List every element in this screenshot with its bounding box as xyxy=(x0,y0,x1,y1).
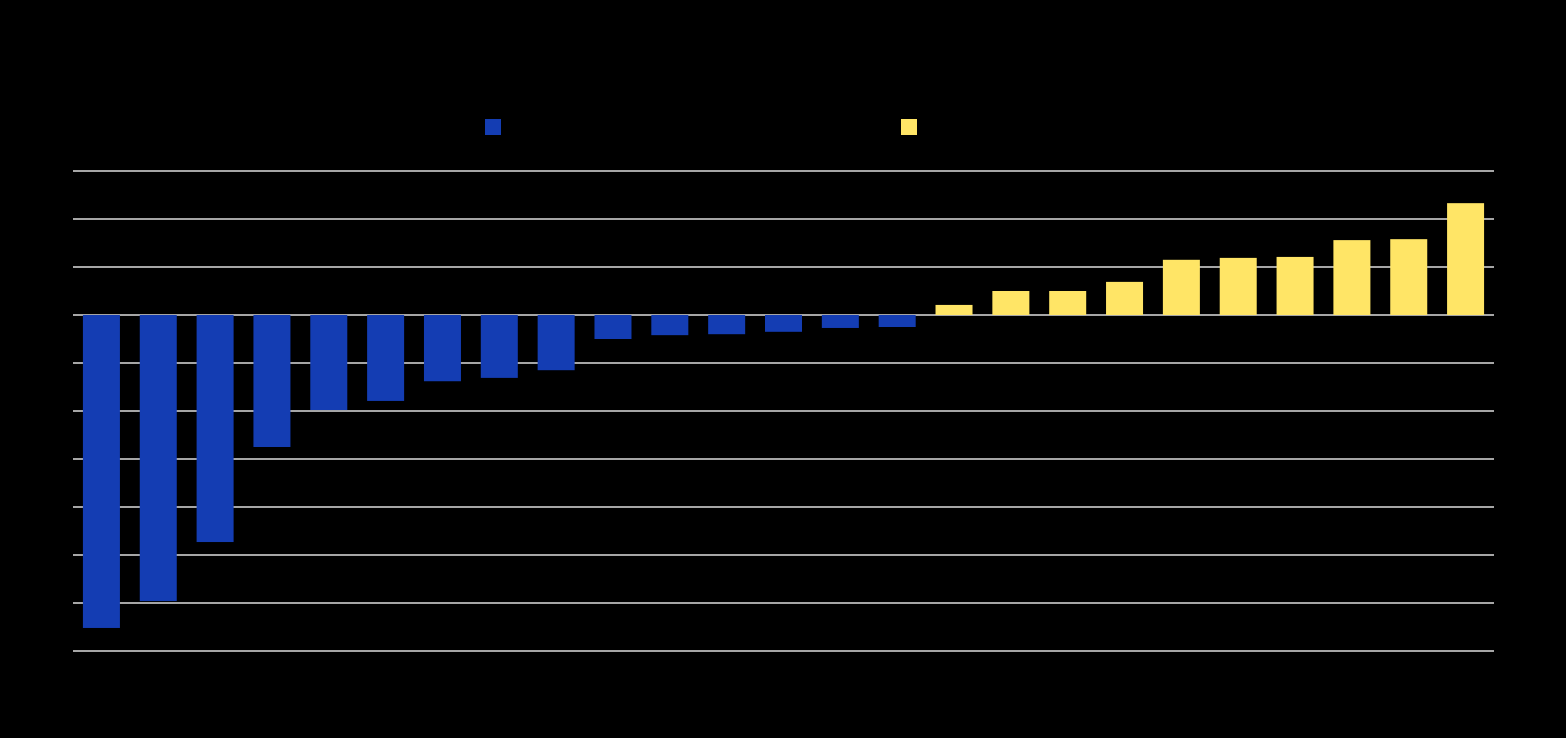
y-tick-label: -1 xyxy=(53,354,66,370)
bar xyxy=(1049,291,1087,315)
bar xyxy=(1219,257,1257,315)
bar xyxy=(708,315,746,335)
y-tick-label: 2 xyxy=(57,210,65,226)
y-tick-label: 1 xyxy=(57,258,65,274)
bar xyxy=(765,315,802,332)
y-tick-label: -4 xyxy=(53,498,66,514)
bar xyxy=(1390,239,1428,315)
bar xyxy=(196,315,234,543)
bar xyxy=(821,315,859,328)
bar xyxy=(1162,259,1200,315)
y-tick-label: -5 xyxy=(53,546,66,562)
y-tick-label: -6 xyxy=(53,594,66,610)
bar xyxy=(651,315,689,336)
bar xyxy=(992,291,1030,315)
bar xyxy=(480,315,518,378)
y-tick-label: -7 xyxy=(53,642,66,658)
bar xyxy=(1447,203,1485,315)
y-tick-label: -2 xyxy=(53,402,66,418)
bar xyxy=(1106,281,1144,315)
y-tick-label: -3 xyxy=(53,450,66,466)
y-tick-label: 3 xyxy=(57,162,65,178)
y-tick-label: 0 xyxy=(57,306,65,322)
bar xyxy=(878,315,916,327)
legend-swatch xyxy=(485,119,501,135)
bar xyxy=(139,315,177,602)
bar xyxy=(82,315,120,628)
bar xyxy=(1276,256,1314,315)
bar xyxy=(367,315,405,401)
bar xyxy=(310,315,348,411)
bar xyxy=(594,315,632,339)
legend-swatch xyxy=(901,119,917,135)
bar xyxy=(537,315,575,371)
bar xyxy=(253,315,291,447)
bar xyxy=(423,315,461,382)
bar xyxy=(1333,240,1371,315)
bar xyxy=(935,304,973,315)
